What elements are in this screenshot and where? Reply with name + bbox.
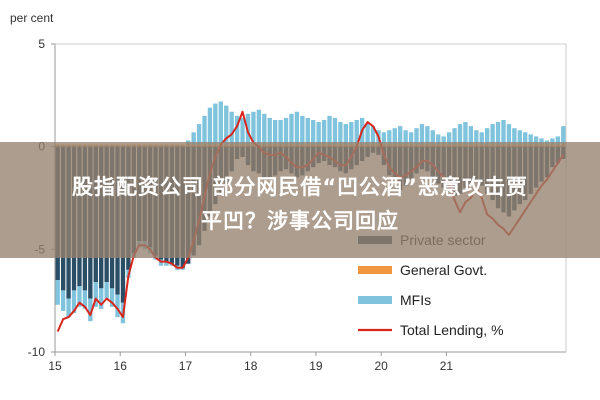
mfis-bar (251, 111, 256, 145)
mfis-bar (408, 132, 414, 145)
mfis-bar (452, 128, 457, 145)
y-tick-label: 5 (38, 37, 45, 51)
legend-label: Total Lending, % (400, 322, 504, 338)
mfis-bar (370, 126, 376, 145)
mfis-bar (191, 132, 196, 145)
mfis-bar (294, 111, 300, 145)
mfis-bar (474, 130, 479, 145)
mfis-bar (550, 138, 555, 145)
mfis-bar (267, 117, 272, 145)
y-tick-label: -10 (28, 345, 46, 359)
mfis-bar (104, 282, 109, 299)
mfis-bar (398, 126, 403, 145)
mfis-bar (528, 134, 533, 145)
legend-swatch-general-govt (358, 266, 392, 274)
mfis-bar (300, 115, 305, 145)
mfis-bar (555, 136, 561, 145)
mfis-bar (60, 290, 66, 311)
x-tick-label: 17 (179, 359, 193, 373)
mfis-bar (77, 286, 82, 307)
mfis-bar (533, 136, 539, 145)
mfis-bar (523, 132, 528, 145)
mfis-bar (517, 130, 522, 145)
mfis-bar (115, 294, 120, 318)
mfis-bar (501, 119, 506, 145)
mfis-bar (387, 130, 392, 145)
mfis-bar (457, 124, 463, 145)
mfis-bar (414, 128, 419, 145)
x-tick-label: 19 (309, 359, 323, 373)
mfis-bar (343, 124, 349, 145)
mfis-bar (158, 259, 164, 266)
mfis-bar (561, 126, 566, 145)
mfis-bar (463, 122, 468, 145)
mfis-bar (278, 119, 283, 145)
headline-banner (0, 142, 600, 258)
mfis-bar (485, 128, 490, 145)
mfis-bar (479, 132, 484, 145)
mfis-bar (180, 267, 185, 270)
mfis-bar (506, 124, 512, 145)
mfis-bar (419, 124, 425, 145)
mfis-bar (66, 298, 71, 318)
x-tick-label: 21 (440, 359, 454, 373)
mfis-bar (332, 117, 338, 145)
mfis-bar (327, 115, 332, 145)
headline-text-line-1: 股指配资公司 部分网民借“凹公酒”恶意攻击贾 (72, 175, 528, 199)
mfis-bar (430, 130, 435, 145)
mfis-bar (316, 122, 321, 145)
mfis-bar (283, 117, 289, 145)
x-tick-label: 20 (374, 359, 388, 373)
mfis-bar (311, 119, 316, 145)
mfis-bar (109, 288, 115, 307)
legend-swatch-mfis (358, 296, 392, 304)
x-tick-label: 15 (48, 359, 62, 373)
mfis-bar (202, 115, 207, 145)
mfis-bar (218, 101, 223, 145)
mfis-bar (88, 298, 93, 322)
mfis-bar (240, 117, 245, 145)
mfis-bar (365, 124, 370, 145)
mfis-bar (82, 290, 88, 309)
mfis-bar (224, 105, 229, 145)
mfis-bar (71, 290, 77, 313)
headline-text-line-2: 平凹？涉事公司回应 (201, 209, 399, 233)
x-tick-label: 16 (114, 359, 128, 373)
mfis-bar (468, 126, 474, 145)
mfis-bar (93, 282, 98, 307)
mfis-bar (164, 261, 169, 266)
mfis-bar (425, 126, 430, 145)
mfis-bar (495, 122, 501, 145)
mfis-bar (289, 113, 294, 145)
mfis-bar (196, 124, 202, 145)
mfis-bar (441, 136, 446, 145)
mfis-bar (234, 115, 240, 145)
mfis-bar (349, 122, 354, 145)
mfis-bar (321, 119, 327, 145)
mfis-bar (99, 288, 104, 309)
mfis-bar (354, 119, 359, 145)
legend-label: General Govt. (400, 262, 487, 278)
mfis-bar (436, 134, 441, 145)
x-tick-label: 18 (244, 359, 258, 373)
mfis-bar (446, 132, 452, 145)
y-axis-label: per cent (10, 11, 54, 25)
mfis-bar (305, 117, 310, 145)
mfis-bar (403, 130, 408, 145)
mfis-bar (539, 138, 544, 145)
mfis-bar (512, 128, 517, 145)
mfis-bar (272, 119, 278, 145)
mfis-bar (262, 113, 267, 145)
mfis-bar (229, 111, 234, 145)
mfis-bar (490, 124, 495, 145)
mfis-bar (55, 280, 60, 305)
mfis-bar (392, 128, 397, 145)
mfis-bar (381, 132, 387, 145)
mfis-bar (213, 103, 218, 145)
mfis-bar (207, 107, 213, 145)
legend-label: MFIs (400, 292, 431, 308)
mfis-bar (256, 109, 262, 145)
mfis-bar (338, 122, 343, 145)
